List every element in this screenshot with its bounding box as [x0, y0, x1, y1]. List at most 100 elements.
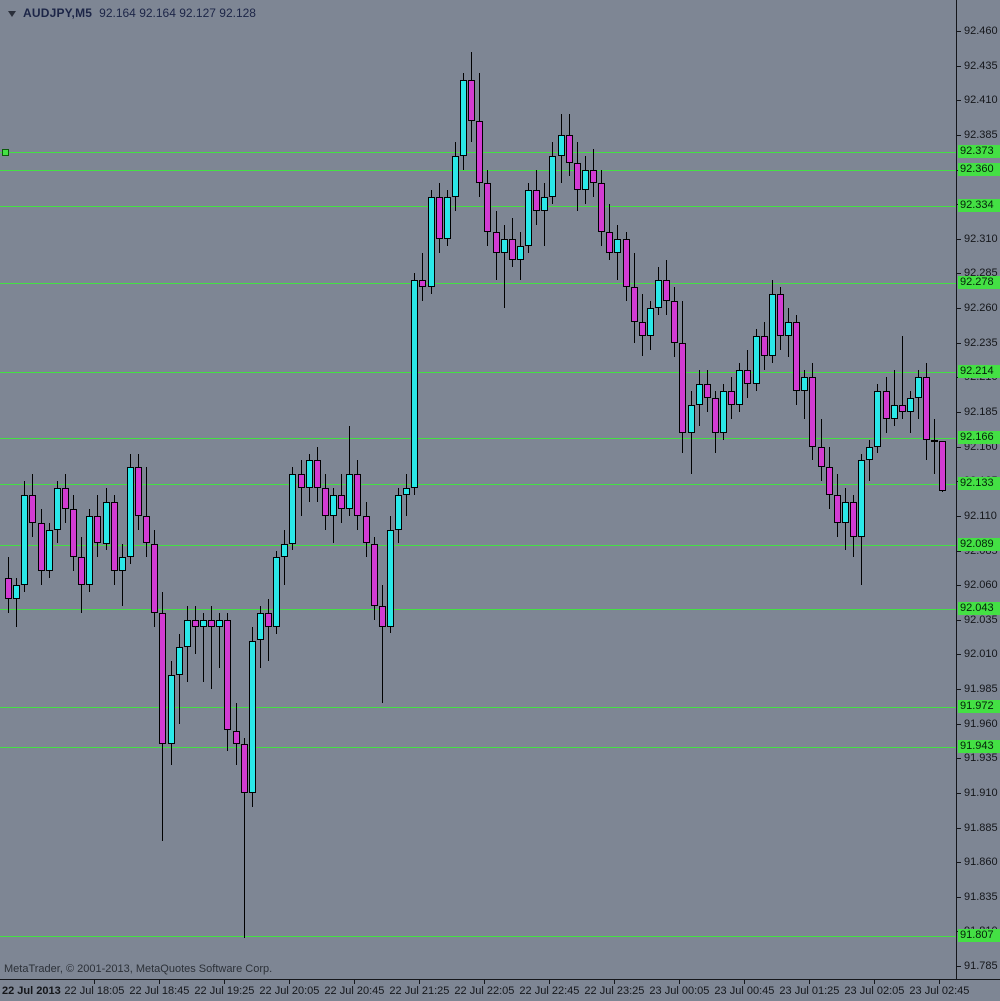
candle-body	[143, 515, 151, 544]
candle-body	[183, 619, 191, 648]
price-level-line	[0, 371, 956, 373]
price-axis-tick	[957, 896, 961, 898]
candle-body	[118, 557, 126, 572]
level-price-badge: 92.133	[958, 477, 1000, 490]
price-axis-tick	[957, 723, 961, 725]
candle-body	[744, 370, 752, 385]
candle-body	[874, 391, 882, 447]
time-axis-label: 22 Jul 20:05	[259, 985, 320, 997]
price-axis-label: 91.860	[964, 856, 998, 869]
price-level-line	[0, 707, 956, 708]
candle-body	[622, 238, 630, 288]
time-axis-tick	[939, 980, 941, 984]
time-axis-label: 23 Jul 02:45	[909, 985, 970, 997]
candle-body	[468, 79, 476, 122]
price-axis-tick	[957, 377, 961, 379]
candle-body	[313, 460, 321, 489]
candle-body	[21, 495, 29, 585]
time-axis-label: 22 Jul 18:05	[64, 985, 125, 997]
candle-body	[525, 190, 532, 246]
candle-body	[102, 502, 110, 544]
candle-body	[70, 508, 77, 558]
level-price-badge: 92.166	[958, 431, 1000, 445]
candle-body	[5, 578, 12, 599]
candle-body	[590, 169, 597, 184]
price-level-line	[0, 283, 956, 285]
candle-body	[663, 280, 671, 302]
price-axis-tick	[957, 654, 961, 656]
candle-body	[346, 474, 354, 509]
time-axis-tick	[549, 980, 551, 984]
candle-body	[565, 134, 573, 163]
candle-body	[175, 647, 183, 676]
candle-body	[232, 730, 240, 745]
price-axis-tick	[957, 446, 961, 448]
candle-body	[630, 287, 638, 322]
level-price-badge: 92.373	[958, 144, 1000, 158]
price-axis-label: 91.960	[964, 717, 998, 730]
candle-body	[573, 162, 581, 191]
candle-body	[395, 495, 402, 530]
candle-body	[191, 619, 199, 627]
symbol-timeframe-label: AUDJPY,M5	[23, 6, 93, 20]
price-axis-tick	[957, 966, 961, 967]
price-axis-tick	[957, 65, 961, 67]
time-axis-tick	[419, 980, 421, 984]
candle-body	[240, 744, 248, 793]
price-axis-label: 92.010	[964, 648, 998, 661]
candle-body	[78, 557, 86, 586]
candle-body	[476, 121, 484, 184]
candle-body	[614, 238, 622, 253]
candle-body	[86, 515, 94, 586]
level-price-badge: 92.214	[958, 364, 1000, 378]
price-axis[interactable]: 92.46092.43592.41092.38592.36092.33592.3…	[956, 0, 1000, 979]
price-axis-label: 91.885	[964, 821, 998, 834]
candle-body	[687, 405, 695, 433]
price-level-line	[0, 747, 956, 749]
candle-body	[354, 474, 362, 516]
price-axis-label: 91.985	[964, 683, 998, 695]
candle-body	[882, 391, 890, 419]
candle-body	[817, 446, 825, 468]
candle-body	[557, 134, 565, 156]
price-axis-label: 92.110	[964, 509, 997, 522]
candle-body	[484, 183, 492, 232]
candle-body	[338, 495, 346, 509]
candle-body	[793, 321, 801, 392]
candle-body	[728, 391, 736, 406]
candle-body	[216, 619, 224, 627]
candle-body	[289, 474, 297, 544]
candle-wick	[690, 391, 692, 475]
time-axis[interactable]: 22 Jul 2013 22 Jul 18:05 22 Jul 18:45 22 Ju…	[0, 979, 1000, 1001]
candle-body	[841, 502, 849, 523]
candle-body	[898, 405, 906, 412]
time-axis-label: 22 Jul 22:45	[519, 985, 580, 997]
time-axis-tick	[94, 980, 96, 984]
price-axis-label: 92.410	[964, 94, 998, 107]
candle-body	[752, 335, 760, 385]
candle-body	[500, 238, 508, 253]
candle-wick	[211, 605, 213, 689]
candle-body	[29, 495, 37, 523]
candle-wick	[609, 204, 611, 260]
candle-body	[443, 197, 451, 239]
chart-plot[interactable]	[0, 0, 956, 979]
candle-body	[809, 377, 817, 447]
candle-body	[915, 377, 922, 399]
candle-wick	[422, 252, 424, 302]
time-axis-label: 22 Jul 20:45	[324, 985, 385, 997]
candle-body	[37, 522, 45, 572]
candle-body	[110, 502, 118, 572]
candle-body	[646, 308, 654, 336]
candle-body	[833, 495, 841, 523]
level-price-badge: 91.972	[958, 700, 1000, 713]
level-price-badge: 92.360	[958, 162, 1000, 176]
price-axis-label: 91.910	[964, 786, 998, 799]
level-start-marker[interactable]	[2, 148, 9, 156]
candle-wick	[804, 370, 806, 419]
level-price-badge: 91.807	[958, 928, 1000, 942]
price-level-line	[0, 484, 956, 485]
price-axis-label: 92.185	[964, 405, 998, 418]
candle-body	[760, 335, 768, 357]
